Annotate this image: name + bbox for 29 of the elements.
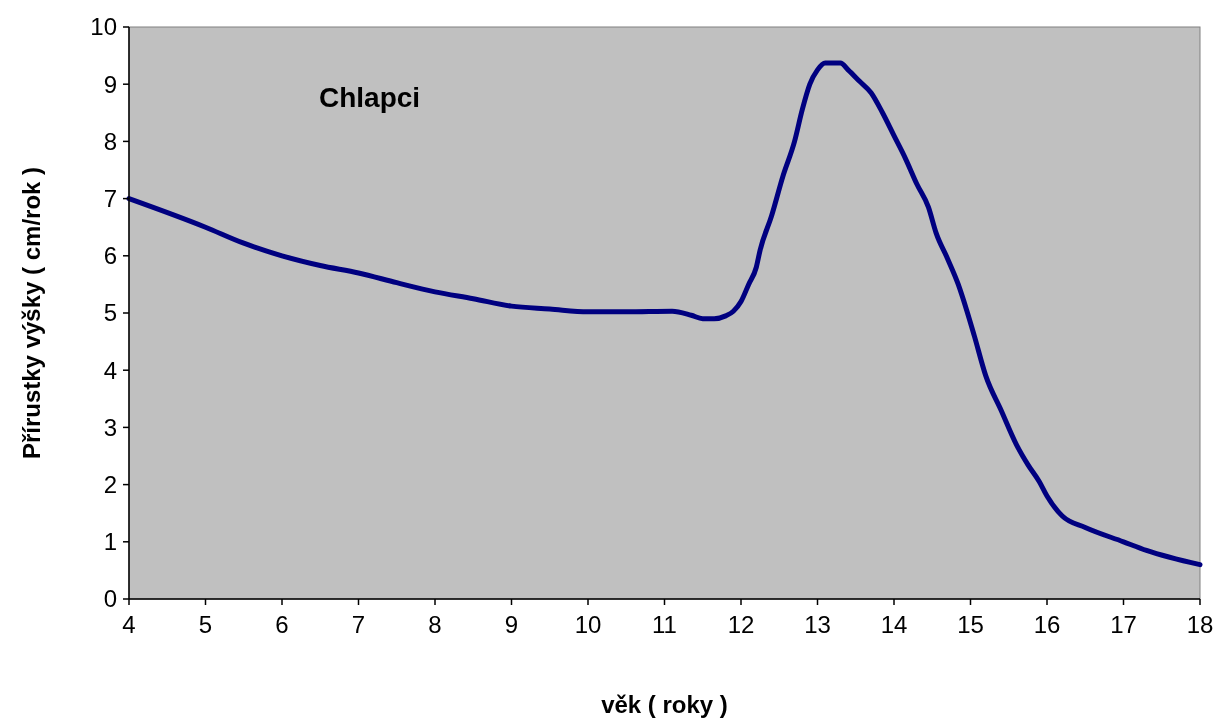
x-tick-label: 16 xyxy=(1033,611,1061,638)
y-tick-label: 10 xyxy=(90,13,117,41)
y-tick-label: 5 xyxy=(103,299,117,327)
x-tick-label: 15 xyxy=(957,611,984,638)
x-tick-label: 5 xyxy=(198,611,213,638)
x-tick-label: 10 xyxy=(574,611,602,638)
y-tick-label: 6 xyxy=(103,242,117,270)
annotation: Chlapci xyxy=(319,82,421,113)
x-tick-label: 6 xyxy=(275,611,289,638)
y-tick-label: 2 xyxy=(103,471,117,498)
x-tick-label: 12 xyxy=(727,611,755,638)
y-tick-label: 1 xyxy=(103,528,117,556)
x-tick-label: 18 xyxy=(1186,611,1214,638)
x-tick-label: 14 xyxy=(880,611,908,638)
y-tick-label: 4 xyxy=(103,356,117,384)
x-tick-label: 17 xyxy=(1110,611,1137,638)
x-tick-label: 8 xyxy=(428,611,442,638)
x-axis-title: věk ( roky ) xyxy=(601,691,728,718)
x-tick-label: 4 xyxy=(122,611,136,638)
y-tick-label: 8 xyxy=(103,127,117,155)
y-tick-label: 0 xyxy=(103,585,117,613)
y-axis-title: Přírustky výšky ( cm/rok ) xyxy=(18,166,45,460)
x-tick-label: 13 xyxy=(804,611,831,638)
x-tick-label: 9 xyxy=(504,611,519,638)
y-tick-label: 7 xyxy=(103,185,117,212)
x-tick-label: 11 xyxy=(652,611,677,638)
x-tick-label: 7 xyxy=(351,611,366,638)
y-tick-label: 9 xyxy=(103,70,117,98)
y-tick-label: 3 xyxy=(103,413,117,441)
